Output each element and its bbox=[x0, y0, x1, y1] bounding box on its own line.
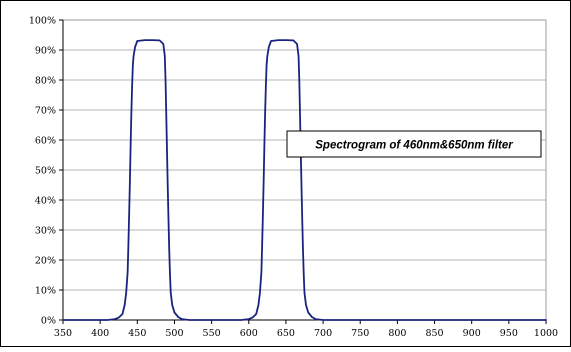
y-tick-label: 50% bbox=[35, 165, 56, 176]
x-tick-label: 350 bbox=[54, 328, 72, 339]
x-tick-label: 750 bbox=[351, 328, 369, 339]
y-tick-label: 100% bbox=[29, 15, 56, 26]
y-tick-label: 80% bbox=[35, 75, 56, 86]
x-tick-label: 850 bbox=[425, 328, 443, 339]
x-tick-label: 950 bbox=[500, 328, 518, 339]
annotation-frame bbox=[286, 130, 542, 158]
y-tick-label: 70% bbox=[35, 105, 56, 116]
y-tick-label: 90% bbox=[35, 45, 56, 56]
x-tick-label: 400 bbox=[91, 328, 109, 339]
x-tick-label: 550 bbox=[203, 328, 221, 339]
annotation-box: Spectrogram of 460nm&650nm filter bbox=[286, 130, 542, 158]
x-tick-label: 900 bbox=[463, 328, 481, 339]
x-tick-label: 1000 bbox=[534, 328, 558, 339]
x-tick-label: 450 bbox=[128, 328, 146, 339]
x-tick-label: 600 bbox=[240, 328, 258, 339]
y-tick-label: 30% bbox=[35, 225, 56, 236]
y-tick-label: 60% bbox=[35, 135, 56, 146]
x-tick-label: 500 bbox=[165, 328, 183, 339]
y-tick-label: 0% bbox=[41, 315, 56, 326]
axes: 0% 10% 20% 30% 40% 50% 60% 70% 80% 90% 100% 350 400 4… bbox=[29, 15, 558, 339]
x-tick-label: 650 bbox=[277, 328, 295, 339]
y-tick-label: 20% bbox=[35, 255, 56, 266]
annotation-text: Spectrogram of 460nm&650nm filter bbox=[315, 140, 513, 152]
y-tick-label: 40% bbox=[35, 195, 56, 206]
x-tick-label: 800 bbox=[388, 328, 406, 339]
x-tick-label: 700 bbox=[314, 328, 332, 339]
y-tick-label: 10% bbox=[35, 285, 56, 296]
